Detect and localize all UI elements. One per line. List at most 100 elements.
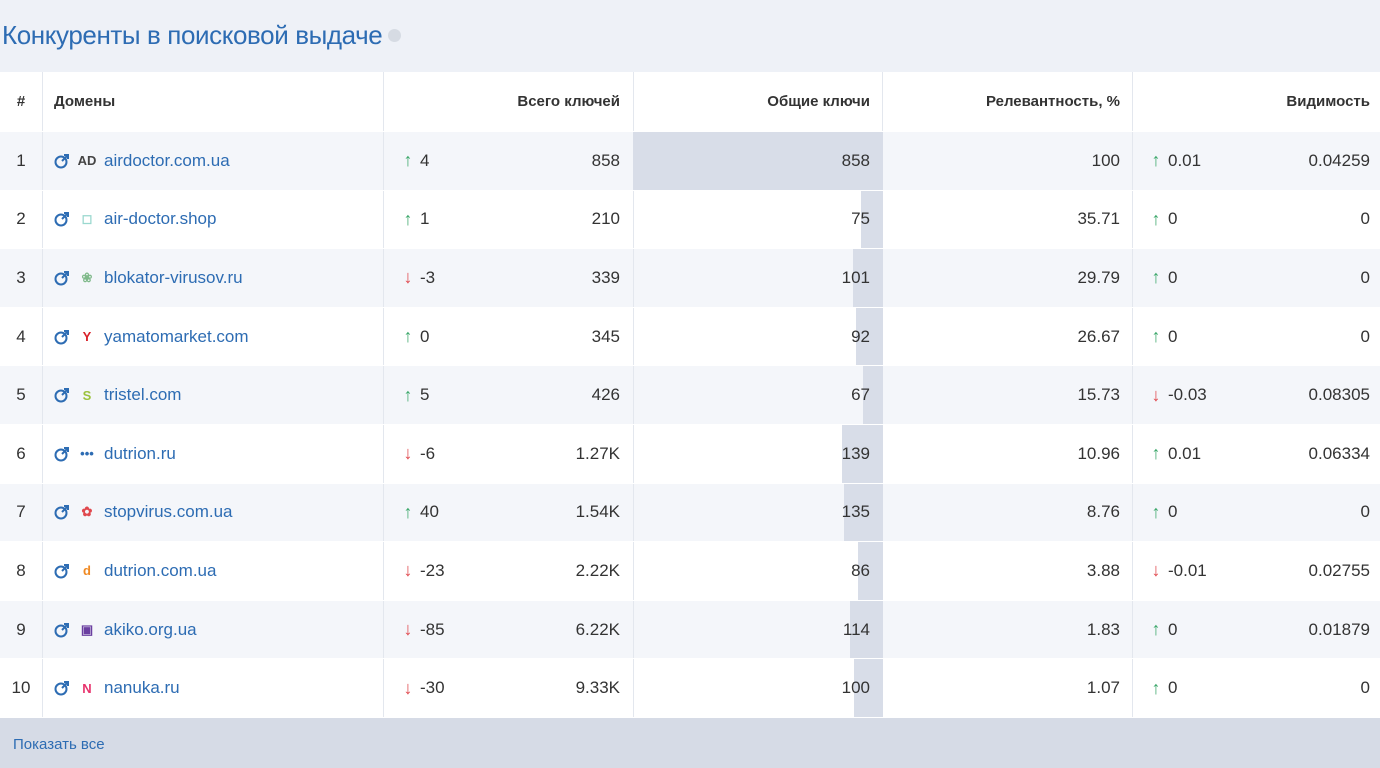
col-num-header[interactable]: # [16, 93, 26, 110]
favicon-icon: ••• [80, 446, 94, 462]
common-keys: 101 [841, 267, 870, 287]
row-number: 6 [16, 443, 26, 463]
relevance: 29.79 [1077, 267, 1120, 287]
keys-trend: ↓ -6 [402, 425, 462, 483]
visibility: 0 [1360, 267, 1370, 287]
total-keys: 426 [591, 385, 620, 405]
visibility-trend-value: 0 [1168, 502, 1178, 522]
common-keys: 135 [841, 502, 870, 522]
arrow-up-icon: ↑ [1151, 501, 1161, 522]
visibility-trend-value: 0.01 [1168, 150, 1202, 170]
visibility: 0 [1360, 678, 1370, 698]
table-row: 7 ✿ stopvirus.com.ua ↑ 40 1.54K 135 8.76… [0, 483, 1380, 543]
external-link-icon[interactable] [54, 387, 70, 403]
total-keys: 210 [591, 209, 620, 229]
visibility-trend-value: 0.01 [1168, 443, 1202, 463]
relevance: 26.67 [1077, 326, 1120, 346]
common-keys-bar [863, 366, 883, 424]
keys-trend-value: -30 [420, 678, 445, 698]
domain-link[interactable]: stopvirus.com.ua [104, 502, 233, 522]
arrow-up-icon: ↑ [403, 384, 413, 405]
external-link-icon[interactable] [54, 329, 70, 345]
common-keys-bar [856, 307, 883, 366]
external-link-icon[interactable] [54, 446, 70, 462]
arrow-down-icon: ↓ [403, 677, 413, 698]
row-number: 7 [16, 502, 26, 522]
col-domains-header[interactable]: Домены [54, 93, 116, 110]
external-link-icon[interactable] [54, 563, 70, 579]
keys-trend: ↓ -30 [402, 659, 462, 717]
domain-link[interactable]: dutrion.ru [104, 443, 176, 463]
keys-trend: ↑ 40 [402, 484, 462, 542]
common-keys: 67 [851, 385, 870, 405]
table-row: 9 ▣ akiko.org.ua ↓ -85 6.22K 114 1.83 ↑ … [0, 600, 1380, 660]
table-row: 2 ◻ air-doctor.shop ↑ 1 210 75 35.71 ↑ 0… [0, 190, 1380, 250]
keys-trend-value: 5 [420, 385, 430, 405]
favicon-icon: S [82, 387, 92, 403]
arrow-down-icon: ↓ [1151, 384, 1161, 405]
favicon-icon: ▣ [80, 621, 94, 637]
arrow-up-icon: ↑ [1151, 443, 1161, 464]
total-keys: 1.54K [575, 502, 620, 522]
row-number: 1 [16, 150, 26, 170]
domain-link[interactable]: blokator-virusov.ru [104, 267, 243, 287]
common-keys: 139 [841, 443, 870, 463]
common-keys-bar [854, 659, 883, 717]
domain-link[interactable]: nanuka.ru [104, 678, 180, 698]
common-keys-bar [861, 190, 883, 249]
domain-cell: ◻ air-doctor.shop [54, 191, 384, 249]
visibility-trend: ↑ 0 [1150, 191, 1230, 249]
keys-trend-value: 0 [420, 326, 430, 346]
show-all-link[interactable]: Показать все [13, 736, 105, 753]
table-row: 1 AD airdoctor.com.ua ↑ 4 858 858 100 ↑ … [0, 132, 1380, 191]
domain-link[interactable]: dutrion.com.ua [104, 560, 217, 580]
domain-cell: d dutrion.com.ua [54, 542, 384, 600]
keys-trend: ↓ -23 [402, 542, 462, 600]
external-link-icon[interactable] [54, 153, 70, 169]
arrow-down-icon: ↓ [1151, 560, 1161, 581]
relevance: 35.71 [1077, 209, 1120, 229]
col-relevance-header[interactable]: Релевантность, % [985, 93, 1120, 110]
keys-trend-value: -6 [420, 443, 436, 463]
title-bar: Конкуренты в поисковой выдаче [0, 0, 1380, 72]
common-keys: 100 [841, 678, 870, 698]
keys-trend-value: -3 [420, 267, 436, 287]
row-number: 10 [11, 678, 31, 698]
arrow-up-icon: ↑ [403, 326, 413, 347]
external-link-icon[interactable] [54, 504, 70, 520]
section-title: Конкуренты в поисковой выдаче [2, 20, 402, 51]
favicon-icon: d [83, 563, 91, 579]
visibility: 0.02755 [1308, 560, 1370, 580]
favicon-icon: ◻ [81, 211, 93, 227]
arrow-down-icon: ↓ [403, 443, 413, 464]
total-keys: 2.22K [575, 560, 620, 580]
col-visibility-header[interactable]: Видимость [1286, 93, 1370, 110]
visibility-trend: ↑ 0 [1150, 308, 1230, 366]
external-link-icon[interactable] [54, 270, 70, 286]
domain-link[interactable]: yamatomarket.com [104, 326, 249, 346]
domain-link[interactable]: air-doctor.shop [104, 209, 217, 229]
domain-cell: AD airdoctor.com.ua [54, 132, 384, 190]
arrow-up-icon: ↑ [1151, 619, 1161, 640]
relevance: 1.83 [1086, 619, 1120, 639]
domain-cell: ✿ stopvirus.com.ua [54, 484, 384, 542]
total-keys: 339 [591, 267, 620, 287]
col-common-header[interactable]: Общие ключи [767, 93, 870, 110]
visibility-trend: ↑ 0 [1150, 659, 1230, 717]
external-link-icon[interactable] [54, 680, 70, 696]
info-icon[interactable] [388, 28, 402, 42]
keys-trend-value: -85 [420, 619, 445, 639]
col-total-header[interactable]: Всего ключей [517, 93, 620, 110]
arrow-up-icon: ↑ [403, 501, 413, 522]
favicon-icon: ❀ [81, 269, 93, 285]
arrow-up-icon: ↑ [1151, 677, 1161, 698]
keys-trend-value: 40 [420, 502, 439, 522]
favicon-icon: Y [82, 329, 92, 345]
domain-link[interactable]: akiko.org.ua [104, 619, 197, 639]
domain-link[interactable]: airdoctor.com.ua [104, 150, 230, 170]
relevance: 10.96 [1077, 443, 1120, 463]
external-link-icon[interactable] [54, 622, 70, 638]
domain-cell: N nanuka.ru [54, 659, 384, 717]
external-link-icon[interactable] [54, 211, 70, 227]
domain-link[interactable]: tristel.com [104, 385, 182, 405]
